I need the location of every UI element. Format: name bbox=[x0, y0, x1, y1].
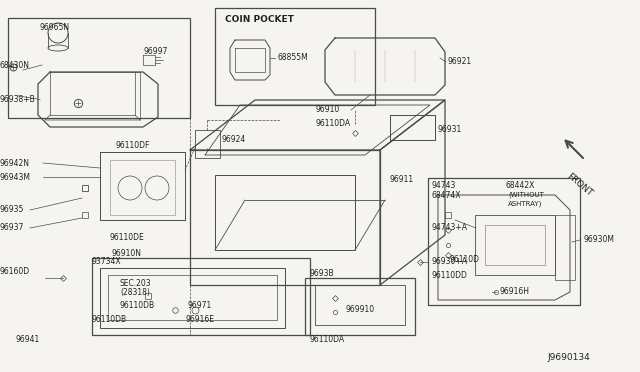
Text: 96942N: 96942N bbox=[0, 158, 30, 167]
Text: 96110DB: 96110DB bbox=[92, 315, 127, 324]
Text: 94743+A: 94743+A bbox=[432, 224, 468, 232]
Text: 96924: 96924 bbox=[222, 135, 246, 144]
Text: 96971: 96971 bbox=[188, 301, 212, 310]
Bar bbox=[215, 175, 355, 250]
Bar bbox=[190, 150, 380, 285]
Text: 96930M: 96930M bbox=[583, 235, 614, 244]
Text: 96160D: 96160D bbox=[0, 267, 30, 276]
Text: 68474X: 68474X bbox=[432, 190, 461, 199]
Bar bbox=[315, 285, 405, 325]
Text: 96938+B: 96938+B bbox=[0, 96, 36, 105]
Text: 94743: 94743 bbox=[432, 180, 456, 189]
Text: 96916H: 96916H bbox=[500, 288, 530, 296]
Text: 96110DA: 96110DA bbox=[316, 119, 351, 128]
Text: FRONT: FRONT bbox=[565, 171, 595, 198]
Bar bbox=[428, 178, 580, 305]
Text: 96110DA: 96110DA bbox=[310, 336, 345, 344]
Text: 96110DF: 96110DF bbox=[115, 141, 149, 150]
Bar bbox=[8, 18, 190, 118]
Bar bbox=[305, 278, 415, 335]
Text: (WITHOUT: (WITHOUT bbox=[508, 192, 544, 198]
Text: 93734X: 93734X bbox=[92, 257, 122, 266]
Text: 96910: 96910 bbox=[316, 106, 340, 115]
Text: (28318): (28318) bbox=[120, 289, 150, 298]
Text: 68430N: 68430N bbox=[0, 61, 30, 70]
Bar bbox=[108, 275, 277, 320]
Bar bbox=[215, 8, 375, 105]
Text: 96110DD: 96110DD bbox=[432, 270, 468, 279]
Text: 96110DB: 96110DB bbox=[120, 301, 155, 310]
Bar bbox=[475, 215, 555, 275]
Bar bbox=[555, 215, 575, 280]
Text: 96997: 96997 bbox=[143, 48, 168, 57]
Text: COIN POCKET: COIN POCKET bbox=[225, 16, 294, 25]
Text: 96935: 96935 bbox=[0, 205, 24, 215]
Text: 96110DE: 96110DE bbox=[110, 234, 145, 243]
Text: 96916E: 96916E bbox=[185, 315, 214, 324]
Text: 9693B: 9693B bbox=[310, 269, 335, 278]
Text: 68855M: 68855M bbox=[277, 54, 308, 62]
Bar bbox=[195, 130, 220, 158]
Text: J9690134: J9690134 bbox=[547, 353, 590, 362]
Text: 68442X: 68442X bbox=[505, 180, 534, 189]
Bar bbox=[92, 258, 310, 335]
Bar bbox=[485, 225, 545, 265]
Text: ASHTRAY): ASHTRAY) bbox=[508, 201, 542, 207]
Text: 96937: 96937 bbox=[0, 224, 24, 232]
Bar bbox=[100, 268, 285, 328]
Text: 96931: 96931 bbox=[438, 125, 462, 135]
Text: 96910N: 96910N bbox=[112, 248, 142, 257]
Text: 969910: 969910 bbox=[345, 305, 374, 314]
Text: 96110D: 96110D bbox=[450, 256, 480, 264]
Text: 96911: 96911 bbox=[390, 176, 414, 185]
Text: 96965N: 96965N bbox=[40, 22, 70, 32]
Text: 96921: 96921 bbox=[448, 58, 472, 67]
Text: 96930+A: 96930+A bbox=[432, 257, 468, 266]
Text: 96943M: 96943M bbox=[0, 173, 31, 182]
Bar bbox=[110, 160, 175, 215]
Text: 96941: 96941 bbox=[15, 336, 39, 344]
Text: SEC.203: SEC.203 bbox=[120, 279, 152, 288]
